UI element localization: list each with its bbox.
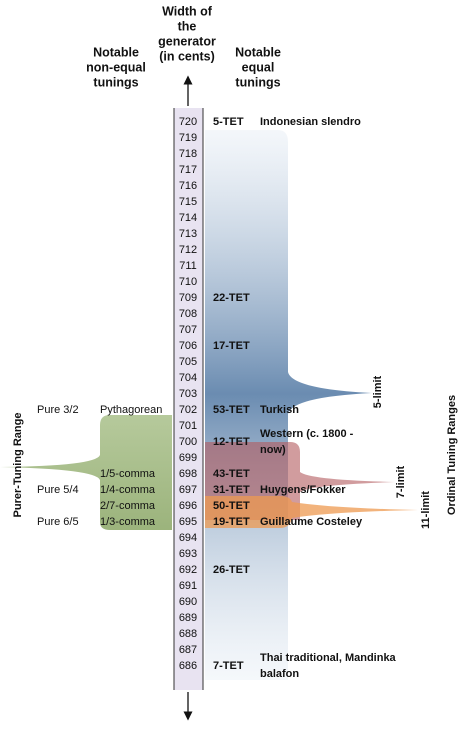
cents-label: 699 bbox=[179, 452, 197, 464]
non-equal-tuning: 2/7-comma bbox=[100, 500, 156, 512]
cents-label: 702 bbox=[179, 404, 197, 416]
cents-label: 692 bbox=[179, 564, 197, 576]
purer-range bbox=[0, 415, 172, 530]
tuning-note: Thai traditional, Mandinka bbox=[260, 652, 397, 664]
cents-label: 704 bbox=[179, 372, 197, 384]
cents-label: 696 bbox=[179, 500, 197, 512]
range-label: Ordinal Tuning Ranges bbox=[446, 395, 458, 515]
cents-label: 703 bbox=[179, 388, 197, 400]
non-equal-tuning: 1/3-comma bbox=[100, 516, 156, 528]
range-label: Purer-Tuning Range bbox=[12, 413, 24, 518]
cents-label: 691 bbox=[179, 580, 197, 592]
equal-tuning: 50-TET bbox=[213, 500, 250, 512]
equal-tuning: 19-TET bbox=[213, 516, 250, 528]
header-text: (in cents) bbox=[159, 49, 215, 63]
limit-label: 7-limit bbox=[395, 465, 407, 498]
pure-interval: Pure 5/4 bbox=[37, 484, 79, 496]
non-equal-tuning: Pythagorean bbox=[100, 404, 162, 416]
equal-tuning: 26-TET bbox=[213, 564, 250, 576]
cents-label: 698 bbox=[179, 468, 197, 480]
header-text: Notable bbox=[235, 45, 281, 59]
equal-range bbox=[205, 130, 372, 680]
axis-column bbox=[174, 108, 203, 690]
equal-tuning: 43-TET bbox=[213, 468, 250, 480]
header-text: the bbox=[178, 19, 197, 33]
tuning-note: Turkish bbox=[260, 404, 299, 416]
equal-tuning: 5-TET bbox=[213, 116, 244, 128]
cents-label: 705 bbox=[179, 356, 197, 368]
cents-label: 716 bbox=[179, 180, 197, 192]
header-text: Width of bbox=[162, 4, 213, 18]
header-text: generator bbox=[158, 34, 216, 48]
cents-label: 687 bbox=[179, 644, 197, 656]
cents-label: 695 bbox=[179, 516, 197, 528]
cents-label: 700 bbox=[179, 436, 197, 448]
cents-label: 710 bbox=[179, 276, 197, 288]
cents-label: 712 bbox=[179, 244, 197, 256]
header-text: tunings bbox=[235, 75, 280, 89]
limit-label: 5-limit bbox=[372, 375, 384, 408]
cents-label: 711 bbox=[179, 260, 197, 272]
cents-label: 690 bbox=[179, 596, 197, 608]
eleven-limit-range bbox=[205, 496, 418, 528]
cents-label: 707 bbox=[179, 324, 197, 336]
tuning-note: Huygens/Fokker bbox=[260, 484, 346, 496]
equal-tuning: 53-TET bbox=[213, 404, 250, 416]
cents-label: 706 bbox=[179, 340, 197, 352]
cents-label: 719 bbox=[179, 132, 197, 144]
equal-tuning: 12-TET bbox=[213, 436, 250, 448]
equal-tuning: 17-TET bbox=[213, 340, 250, 352]
header-text: tunings bbox=[93, 75, 138, 89]
tuning-note: balafon bbox=[260, 668, 299, 680]
tuning-note: Guillaume Costeley bbox=[260, 516, 363, 528]
cents-label: 694 bbox=[179, 532, 197, 544]
cents-label: 689 bbox=[179, 612, 197, 624]
non-equal-tuning: 1/4-comma bbox=[100, 484, 156, 496]
equal-tuning: 7-TET bbox=[213, 660, 244, 672]
cents-label: 713 bbox=[179, 228, 197, 240]
cents-label: 693 bbox=[179, 548, 197, 560]
cents-label: 688 bbox=[179, 628, 197, 640]
pure-interval: Pure 3/2 bbox=[37, 404, 79, 416]
cents-label: 686 bbox=[179, 660, 197, 672]
equal-tuning: 22-TET bbox=[213, 292, 250, 304]
non-equal-tuning: 1/5-comma bbox=[100, 468, 156, 480]
tuning-note: Western (c. 1800 - bbox=[260, 428, 354, 440]
pure-interval: Pure 6/5 bbox=[37, 516, 79, 528]
cents-label: 720 bbox=[179, 116, 197, 128]
cents-label: 701 bbox=[179, 420, 197, 432]
tuning-note: now) bbox=[260, 444, 286, 456]
cents-label: 714 bbox=[179, 212, 197, 224]
header-text: equal bbox=[242, 60, 275, 74]
cents-label: 715 bbox=[179, 196, 197, 208]
cents-label: 709 bbox=[179, 292, 197, 304]
limit-label: 11-limit bbox=[420, 491, 432, 529]
tuning-note: Indonesian slendro bbox=[260, 116, 361, 128]
header-text: Notable bbox=[93, 45, 139, 59]
cents-label: 697 bbox=[179, 484, 197, 496]
cents-label: 718 bbox=[179, 148, 197, 160]
cents-label: 708 bbox=[179, 308, 197, 320]
equal-tuning: 31-TET bbox=[213, 484, 250, 496]
header-text: non-equal bbox=[86, 60, 146, 74]
cents-label: 717 bbox=[179, 164, 197, 176]
